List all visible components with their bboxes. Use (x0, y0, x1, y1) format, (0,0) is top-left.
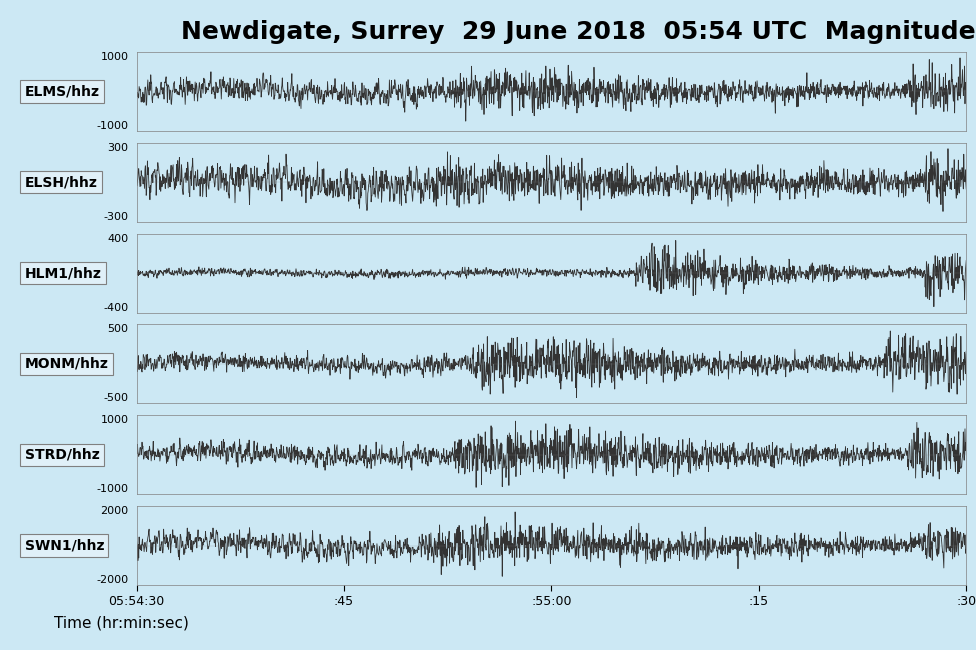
Text: 2000: 2000 (101, 506, 129, 516)
Text: 1000: 1000 (101, 52, 129, 62)
Text: Newdigate, Surrey  29 June 2018  05:54 UTC  Magnitude 2.4: Newdigate, Surrey 29 June 2018 05:54 UTC… (182, 20, 976, 44)
Text: -400: -400 (103, 303, 129, 313)
Text: 400: 400 (107, 233, 129, 244)
Text: HLM1/hhz: HLM1/hhz (24, 266, 102, 280)
Text: 1000: 1000 (101, 415, 129, 425)
Text: -500: -500 (103, 393, 129, 404)
Text: ELMS/hhz: ELMS/hhz (24, 84, 100, 99)
Text: -1000: -1000 (97, 484, 129, 494)
X-axis label: Time (hr:min:sec): Time (hr:min:sec) (54, 616, 188, 630)
Text: 500: 500 (107, 324, 129, 334)
Text: -2000: -2000 (97, 575, 129, 585)
Text: ELSH/hhz: ELSH/hhz (24, 176, 98, 189)
Text: STRD/hhz: STRD/hhz (24, 448, 100, 462)
Text: -300: -300 (103, 212, 129, 222)
Text: 300: 300 (107, 143, 129, 153)
Text: MONM/hhz: MONM/hhz (24, 357, 108, 371)
Text: -1000: -1000 (97, 121, 129, 131)
Text: SWN1/hhz: SWN1/hhz (24, 538, 104, 552)
